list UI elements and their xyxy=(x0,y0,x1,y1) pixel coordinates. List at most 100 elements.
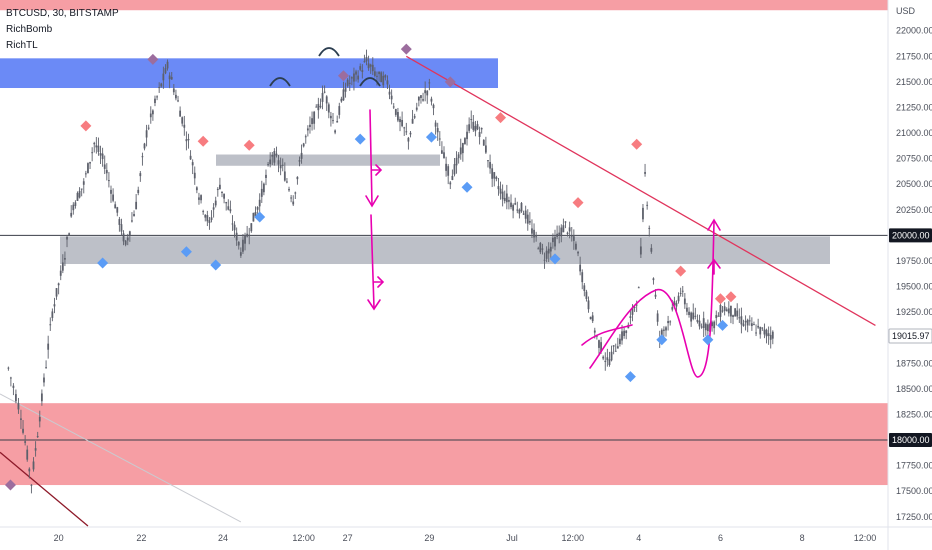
projection-stroke-0 xyxy=(369,109,373,206)
candle-body xyxy=(686,307,688,312)
candle-body xyxy=(470,119,473,121)
candle-body xyxy=(438,138,441,140)
projection-stroke-12 xyxy=(581,324,633,346)
time-tick-label: 8 xyxy=(800,533,805,543)
candle-body xyxy=(359,66,362,70)
candle-body xyxy=(566,232,569,234)
candle-body xyxy=(629,316,632,318)
candle-body xyxy=(753,324,755,326)
candle-body xyxy=(675,302,678,307)
signal-marker-blue xyxy=(702,334,714,346)
candle-body xyxy=(589,316,592,320)
candle-body xyxy=(74,202,77,206)
candle-body xyxy=(40,393,43,402)
candle-body xyxy=(166,61,169,69)
price-tick-label: 19250.00 xyxy=(896,307,932,317)
candle-body xyxy=(612,345,615,347)
candle-body xyxy=(28,468,31,472)
candle-body xyxy=(560,227,563,237)
candle-body xyxy=(503,197,506,201)
candle-body xyxy=(474,125,477,132)
candle-body xyxy=(78,190,81,198)
projection-stroke-11 xyxy=(707,258,721,269)
candle-body xyxy=(461,143,464,154)
candle-body xyxy=(533,229,535,238)
candle-body xyxy=(543,259,546,261)
candle-body xyxy=(468,124,471,131)
signal-marker-red xyxy=(675,265,687,277)
candle-body xyxy=(237,241,240,246)
time-tick-label: 6 xyxy=(718,533,723,543)
candle-body xyxy=(669,321,672,323)
candle-body xyxy=(493,172,496,179)
price-tick-label: 19750.00 xyxy=(896,256,932,266)
time-tick-label: 24 xyxy=(218,533,228,543)
candle-body xyxy=(583,285,586,292)
price-tick-label: 18250.00 xyxy=(896,409,932,419)
candle-body xyxy=(49,324,52,326)
candle-body xyxy=(748,320,751,322)
candle-body xyxy=(623,330,626,336)
candle-body xyxy=(309,124,311,127)
candle-body xyxy=(334,130,336,133)
candle-body xyxy=(154,98,156,104)
candle-body xyxy=(595,335,598,337)
price-tag-box xyxy=(888,328,932,344)
candle-body xyxy=(267,164,269,166)
candle-body xyxy=(277,160,280,165)
candle-body xyxy=(696,319,699,322)
candle-body xyxy=(424,90,427,94)
candle-body xyxy=(145,130,148,138)
candle-body xyxy=(552,237,554,243)
candle-body xyxy=(616,346,619,349)
candle-body xyxy=(769,334,772,340)
candle-body xyxy=(221,191,223,193)
candle-body xyxy=(531,228,533,234)
signal-marker-blue xyxy=(210,259,222,271)
candle-body xyxy=(124,240,127,245)
signal-marker-red xyxy=(631,138,643,150)
candle-body xyxy=(575,243,577,250)
candle-body xyxy=(128,231,131,236)
indicator-richbomb: RichBomb xyxy=(6,24,53,35)
candle-body xyxy=(338,106,341,115)
candle-body xyxy=(244,234,246,244)
candle-body xyxy=(325,96,328,104)
candle-body xyxy=(281,164,284,166)
candle-body xyxy=(455,157,458,166)
candle-body xyxy=(501,191,504,200)
signal-marker-blue xyxy=(425,131,437,143)
candle-body xyxy=(535,236,538,238)
candle-body xyxy=(141,156,144,158)
candle-body xyxy=(587,300,590,310)
candle-body xyxy=(656,313,659,322)
signal-marker-purple xyxy=(147,53,159,65)
candle-body xyxy=(114,204,117,209)
candle-body xyxy=(744,320,747,323)
candle-body xyxy=(610,351,613,361)
candle-body xyxy=(225,202,228,204)
candle-body xyxy=(405,131,408,133)
candle-body xyxy=(99,153,102,156)
candle-body xyxy=(294,192,297,194)
projection-stroke-2 xyxy=(370,214,375,309)
candle-body xyxy=(487,160,489,162)
pattern-arc-0 xyxy=(269,77,291,87)
candle-body xyxy=(302,143,305,147)
candle-body xyxy=(147,127,150,129)
candle-body xyxy=(390,95,393,100)
candle-body xyxy=(606,357,609,361)
candle-body xyxy=(639,246,642,255)
candle-body xyxy=(732,315,734,318)
candle-body xyxy=(273,151,276,163)
candle-body xyxy=(397,112,399,121)
projection-stroke-8 xyxy=(589,221,715,378)
candle-body xyxy=(195,187,198,191)
candle-body xyxy=(549,246,552,252)
candle-body xyxy=(558,232,561,235)
candle-body xyxy=(765,329,768,337)
candle-body xyxy=(727,308,730,314)
candle-body xyxy=(750,323,753,327)
candle-body xyxy=(175,94,177,99)
